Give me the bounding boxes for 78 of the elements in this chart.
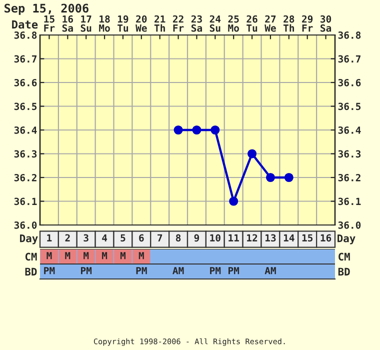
x2-tick-label: 16 Sa	[62, 15, 73, 32]
y2-tick-label: 36.4	[338, 126, 361, 134]
text: PM	[81, 267, 92, 274]
x-tick-label: 10	[210, 234, 220, 242]
x2-tick-label: 27 We	[264, 15, 276, 32]
text: PM	[44, 267, 55, 274]
y2-tick-label: CM	[338, 252, 350, 261]
y-tick-label: 36.3	[14, 150, 37, 158]
x-tick-label: 7	[158, 234, 162, 242]
x2-tick-label: 18 Mo	[99, 15, 110, 32]
point	[210, 125, 220, 135]
x2-tick-label: 21 Th	[154, 15, 166, 32]
text: M	[120, 252, 126, 260]
y-tick-label: 36.5	[14, 102, 37, 110]
x2-tick-label: 23 Sa	[191, 15, 202, 32]
x2-tick-label: 20 We	[136, 15, 147, 32]
y2-tick-label: 36.3	[338, 150, 361, 158]
text: M	[65, 252, 70, 260]
text: PM	[210, 267, 221, 274]
x2-tick-label: 15 Fr	[44, 15, 55, 32]
text: AM	[172, 267, 184, 274]
text: AM	[264, 267, 276, 274]
y2-tick-label: 36.0	[338, 221, 361, 229]
point	[192, 125, 202, 135]
chart-title: Sep 15, 2006	[4, 4, 88, 15]
text: PM	[136, 267, 147, 274]
y-tick-label: CM	[25, 252, 37, 261]
x2-tick-label: 26 Tu	[246, 15, 258, 32]
x2-tick-label: 17 Su	[80, 15, 92, 32]
x-tick-label: 12	[247, 234, 258, 242]
x2-tick-label: 24 Su	[210, 15, 221, 32]
text: M	[46, 252, 52, 260]
point	[284, 172, 294, 182]
x-tick-label: 2	[65, 234, 70, 242]
text: M	[84, 252, 89, 260]
x2-tick-label: 30 Sa	[320, 15, 332, 32]
text: M	[138, 252, 144, 260]
text: Day	[338, 234, 356, 244]
x2-tick-label: 28 Th	[283, 15, 294, 32]
x-tick-label: 4	[102, 234, 108, 242]
x2-tick-label: 29 Fr	[302, 15, 313, 32]
x2-tick-label: 19 Tu	[118, 15, 128, 32]
x2-axis-title: Date	[12, 20, 38, 29]
y-tick-label: 36.6	[14, 78, 37, 86]
x-tick-label: 13	[266, 234, 276, 242]
y2-tick-label: 36.7	[338, 55, 360, 63]
y2-tick-label: 36.1	[338, 198, 361, 206]
y-tick-label: BD	[25, 268, 37, 276]
point	[266, 172, 275, 182]
y-tick-label: 36.1	[14, 198, 37, 206]
x-tick-label: 16	[320, 234, 332, 242]
y2-tick-label: BD	[338, 268, 350, 276]
y2-tick-label: 36.5	[338, 102, 361, 110]
y-tick-label: 36.2	[14, 174, 36, 182]
x-tick-label: 8	[176, 234, 181, 242]
y-tick-label: 36.7	[14, 55, 36, 63]
x-tick-label: 14	[284, 234, 294, 242]
text: PM	[228, 267, 240, 274]
y2-tick-label: 36.8	[338, 31, 361, 39]
y2-tick-label: 36.2	[338, 174, 360, 182]
y2-tick-label: 36.6	[338, 78, 361, 86]
x2-tick-label: 22 Fr	[172, 15, 184, 32]
point	[248, 149, 257, 158]
x2-tick-label: 25 Mo	[228, 15, 239, 32]
point	[229, 196, 238, 206]
x-tick-label: 15	[302, 234, 313, 242]
y-tick-label: 36.4	[14, 126, 37, 134]
text: M	[102, 252, 108, 260]
point	[174, 125, 183, 135]
x-axis-title: Day	[20, 234, 38, 244]
y-tick-label: 36.8	[14, 31, 37, 39]
x-tick-label: 3	[84, 234, 88, 242]
x-tick-label: 11	[228, 234, 239, 242]
x-tick-label: 5	[120, 234, 126, 242]
y-tick-label: 36.0	[14, 221, 37, 229]
x-tick-label: 6	[139, 234, 144, 242]
x-tick-label: 9	[194, 234, 200, 242]
x-tick-label: 1	[47, 234, 52, 242]
